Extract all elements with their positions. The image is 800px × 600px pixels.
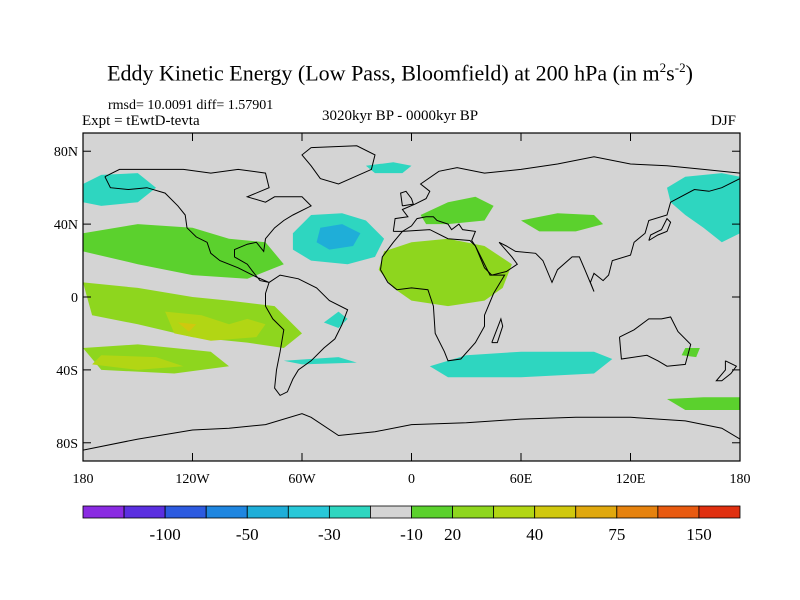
coastline-north-america bbox=[104, 168, 312, 283]
anomaly-region-cyan-sa-pacific bbox=[323, 311, 348, 328]
coastline-uk bbox=[400, 190, 414, 207]
colorbar-swatch bbox=[657, 505, 700, 519]
x-tick-label: 60E bbox=[510, 472, 533, 487]
colorbar-label: -10 bbox=[400, 525, 423, 544]
anomaly-region-blue-n-atlantic-core bbox=[316, 224, 361, 250]
colorbar-label: -30 bbox=[318, 525, 341, 544]
anomaly-region-green-n-pacific-sub bbox=[83, 224, 284, 279]
x-tick-label: 180 bbox=[730, 472, 751, 487]
anomaly-region-green-europe bbox=[420, 196, 494, 225]
coastline-australia bbox=[619, 316, 692, 367]
anomaly-fill-layer bbox=[83, 162, 740, 410]
x-tick-label: 180 bbox=[73, 472, 94, 487]
x-tick-label: 120E bbox=[616, 472, 646, 487]
colorbar-swatch bbox=[452, 505, 495, 519]
colorbar-swatch bbox=[411, 505, 453, 519]
colorbar-swatch bbox=[82, 505, 125, 519]
colorbar-label: 150 bbox=[686, 525, 712, 544]
anomaly-region-cyan-n-atlantic-arctic bbox=[365, 162, 412, 174]
coastline-greenland bbox=[301, 145, 376, 185]
colorbar-label: -100 bbox=[150, 525, 181, 544]
y-tick-label: 80N bbox=[54, 145, 78, 160]
colorbar-swatch bbox=[328, 505, 371, 519]
colorbar-swatch bbox=[164, 505, 207, 519]
colorbar-label: 40 bbox=[526, 525, 543, 544]
anomaly-region-orange-tropical-pacific bbox=[177, 322, 197, 332]
coastline-layer bbox=[83, 145, 740, 451]
y-tick-label: 40S bbox=[56, 364, 78, 379]
period-label: 3020kyr BP - 0000kyr BP bbox=[321, 108, 479, 124]
anomaly-region-green-n-africa bbox=[378, 238, 512, 307]
stats-text: rmsd= 10.0091 diff= 1.57901 bbox=[108, 98, 274, 113]
coastline-japan bbox=[648, 217, 672, 241]
y-tick-label: 40N bbox=[54, 218, 78, 233]
colorbar-swatch bbox=[698, 505, 741, 519]
colorbar-swatch bbox=[493, 505, 536, 519]
colorbar-label: 20 bbox=[444, 525, 461, 544]
colorbar-swatch bbox=[246, 505, 289, 519]
coastline-south-america bbox=[265, 274, 349, 397]
y-tick-label: 80S bbox=[56, 437, 78, 452]
y-axis: 80N 40N 0 40S 80S bbox=[54, 145, 740, 452]
y-tick-label: 0 bbox=[71, 291, 78, 306]
anomaly-region-green-sw-pacific bbox=[667, 397, 740, 410]
colorbar-label: 75 bbox=[608, 525, 625, 544]
coastline-madagascar bbox=[491, 317, 504, 344]
colorbar-swatch bbox=[575, 505, 618, 519]
x-tick-label: 120W bbox=[175, 472, 210, 487]
season-label: DJF bbox=[711, 113, 737, 129]
coastline-eurasia bbox=[392, 156, 740, 292]
anomaly-region-yellow-s-pacific bbox=[92, 355, 184, 370]
anomaly-region-yellow-tropical-pacific bbox=[165, 311, 266, 341]
x-axis: 180 120W 60W 0 60E 120E 180 bbox=[73, 133, 751, 487]
experiment-label: Expt = tEwtD-tevta bbox=[82, 113, 200, 129]
colorbar-swatch bbox=[616, 505, 659, 519]
anomaly-region-green-asia bbox=[521, 213, 604, 232]
anomaly-region-cyan-n-pacific-west bbox=[83, 173, 156, 206]
colorbar-swatch bbox=[287, 505, 330, 519]
colorbar-labels: -100 -50 -30 -10 20 40 75 150 bbox=[150, 525, 712, 544]
x-tick-label: 60W bbox=[288, 472, 316, 487]
colorbar-swatch bbox=[123, 505, 166, 519]
anomaly-region-green-australia bbox=[681, 348, 700, 358]
colorbar-swatch bbox=[370, 505, 412, 519]
colorbar-label: -50 bbox=[236, 525, 259, 544]
x-tick-label: 0 bbox=[408, 472, 415, 487]
coastline-africa bbox=[380, 229, 506, 362]
colorbar bbox=[82, 505, 741, 519]
anomaly-region-cyan-s-indian bbox=[429, 351, 613, 378]
anomaly-region-cyan-n-pacific-east bbox=[667, 173, 740, 243]
plot-title: Eddy Kinetic Energy (Low Pass, Bloomfiel… bbox=[107, 60, 693, 86]
coastline-new-zealand bbox=[715, 360, 738, 382]
anomaly-region-cyan-s-atlantic-strip bbox=[283, 357, 357, 365]
colorbar-swatch bbox=[205, 505, 248, 519]
colorbar-swatch bbox=[534, 505, 577, 519]
coastline-antarctica bbox=[83, 413, 740, 451]
